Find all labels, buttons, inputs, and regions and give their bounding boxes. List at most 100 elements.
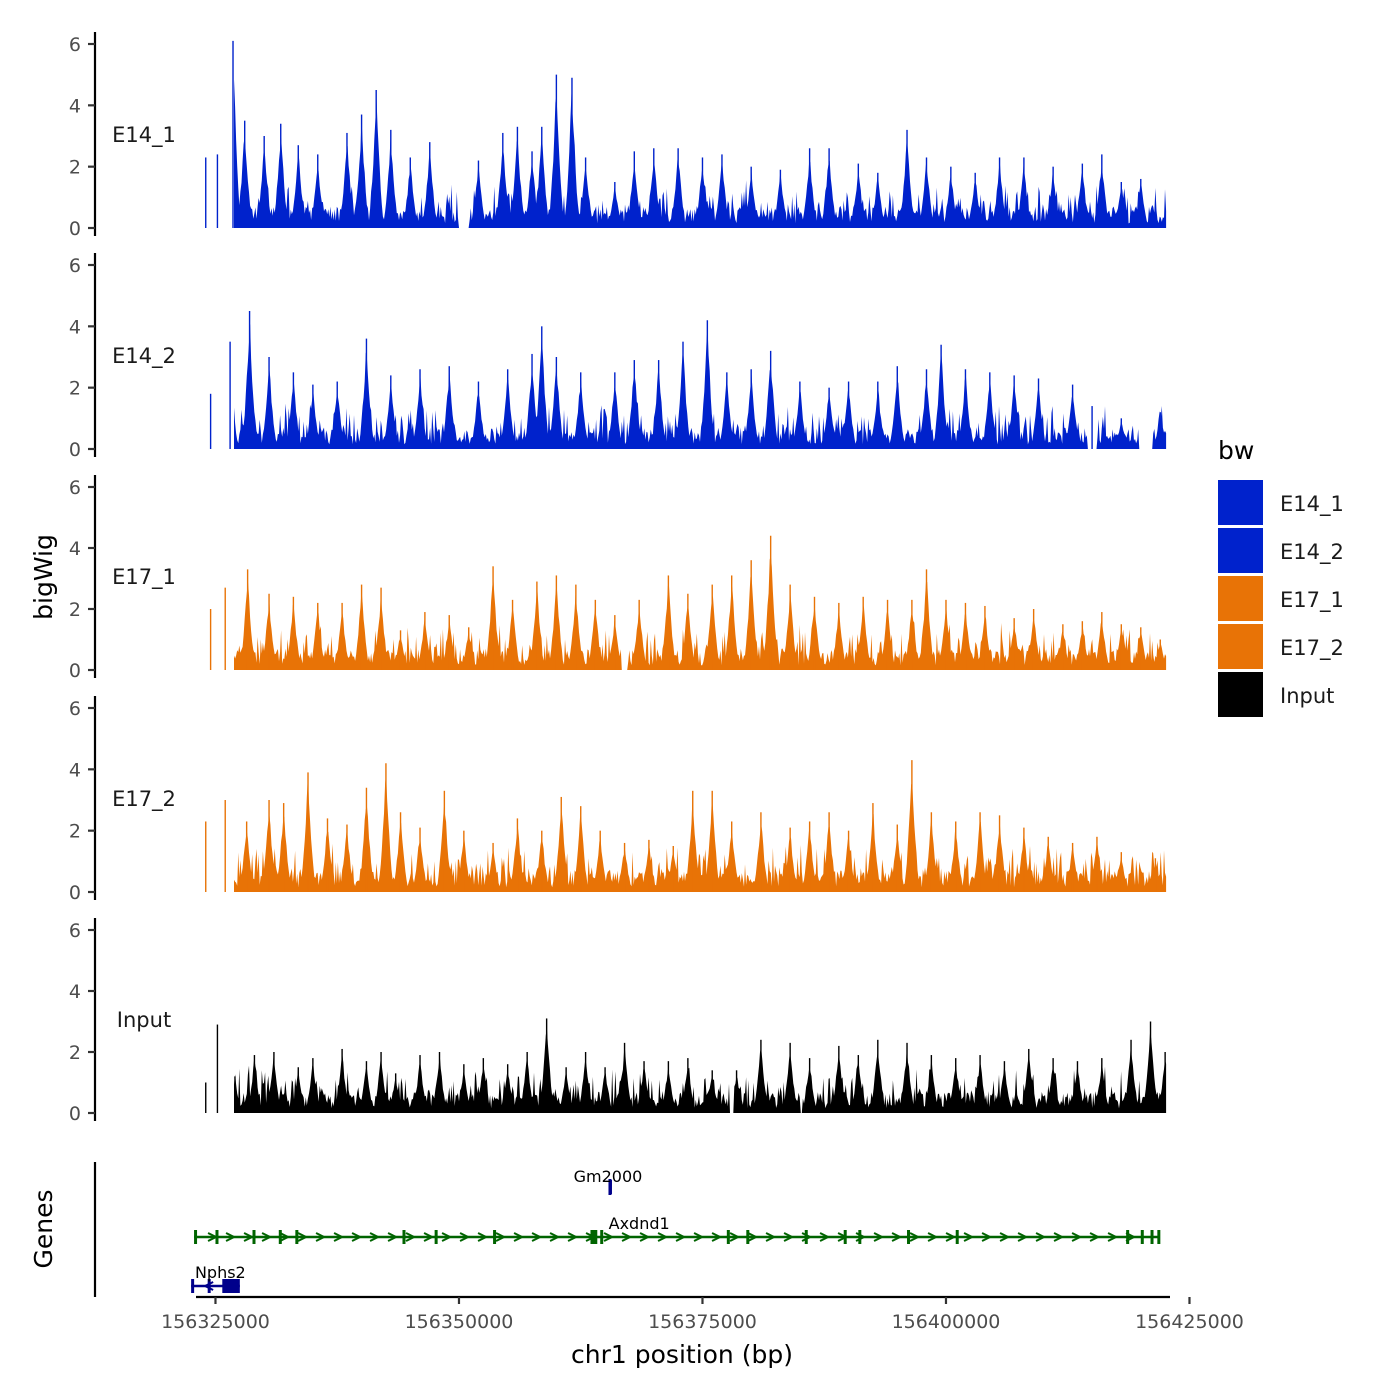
legend-item: E17_2 [1218, 624, 1344, 669]
legend-swatch [1218, 672, 1263, 717]
y-axis: 0 2 4 6 [69, 253, 97, 461]
strand-arrow [441, 1232, 453, 1242]
strand-arrow [1125, 1232, 1137, 1242]
gene-exon [804, 1230, 808, 1244]
strand-arrow [819, 1232, 831, 1242]
gene-exon [194, 1230, 198, 1244]
gene-exon [295, 1230, 299, 1244]
gene-label: Nphs2 [195, 1263, 246, 1282]
strand-arrow [603, 1232, 615, 1242]
gene-axdnd1: Axdnd1 [194, 1214, 1161, 1244]
legend-swatch [1218, 624, 1263, 669]
gene-exon [278, 1230, 282, 1244]
gene-exon [1126, 1230, 1130, 1244]
strand-arrow [351, 1232, 363, 1242]
gene-exon [1150, 1230, 1154, 1244]
strand-arrow [909, 1232, 921, 1242]
gene-gm2000: Gm2000 [574, 1167, 643, 1195]
strand-arrow [945, 1232, 957, 1242]
legend: bw E14_1 E14_2 E17_1 E17_2 Input [1218, 436, 1344, 717]
strand-arrow [711, 1232, 723, 1242]
strand-arrow [927, 1232, 939, 1242]
y-tick-label: 2 [69, 599, 81, 621]
strand-arrow [495, 1232, 507, 1242]
strand-arrow [261, 1232, 273, 1242]
strand-arrow [1035, 1232, 1047, 1242]
y-axis: 0 2 4 6 [69, 32, 97, 240]
strand-arrow [999, 1232, 1011, 1242]
strand-arrow [369, 1232, 381, 1242]
genes-axis-title: Genes [29, 1189, 58, 1268]
track-e17-1: 0 2 4 6 E17_1 [69, 475, 1167, 682]
x-tick-label: 156400000 [892, 1311, 1001, 1333]
legend-swatch [1218, 480, 1263, 525]
strand-arrow [765, 1232, 777, 1242]
y-tick-label: 2 [69, 1042, 81, 1064]
gene-exon [434, 1230, 438, 1244]
strand-arrow [405, 1232, 417, 1242]
y-tick-label: 4 [69, 759, 81, 781]
strand-arrow [1089, 1232, 1101, 1242]
y-axis-title: bigWig [29, 534, 58, 620]
track-e14-1: 0 2 4 6 E14_1 [69, 32, 1167, 240]
coverage-area [234, 79, 1167, 228]
y-tick-label: 0 [69, 1103, 81, 1125]
gene-exon [600, 1230, 604, 1244]
x-axis: 156325000 156350000 156375000 156400000 1564… [161, 1295, 1244, 1333]
legend-item: E14_2 [1218, 528, 1344, 573]
strand-arrow [621, 1232, 633, 1242]
x-axis-title: chr1 position (bp) [571, 1340, 793, 1369]
legend-label: E14_1 [1280, 492, 1344, 517]
y-tick-label: 4 [69, 538, 81, 560]
coverage-tracks: 0 2 4 6 E14_1 0 2 4 6 E14_2 0 2 4 6 E17_1 0 2 4 6 E17_2 0 2 4 6… [69, 32, 1167, 1125]
track-label: E17_2 [112, 787, 176, 812]
strand-arrow [297, 1232, 309, 1242]
strand-arrow [1107, 1232, 1119, 1242]
track-input: 0 2 4 6 Input [69, 918, 1167, 1125]
strand-arrow [387, 1232, 399, 1242]
track-e14-2: 0 2 4 6 E14_2 [69, 253, 1167, 461]
gene-label: Gm2000 [574, 1167, 643, 1186]
track-label: E17_1 [112, 565, 176, 590]
strand-arrow [981, 1232, 993, 1242]
strand-arrow [657, 1232, 669, 1242]
coverage-area [234, 323, 1167, 449]
gene-exon [955, 1230, 959, 1244]
strand-arrow [963, 1232, 975, 1242]
strand-arrow [1053, 1232, 1065, 1242]
strand-arrow [801, 1232, 813, 1242]
track-label: Input [117, 1008, 171, 1032]
strand-arrow [873, 1232, 885, 1242]
coverage-area [234, 1026, 1167, 1113]
strand-arrow [207, 1232, 219, 1242]
strand-arrow [837, 1232, 849, 1242]
strand-arrow [855, 1232, 867, 1242]
strand-arrow [675, 1232, 687, 1242]
strand-arrow [225, 1232, 237, 1242]
legend-label: Input [1280, 684, 1334, 708]
track-e17-2: 0 2 4 6 E17_2 [69, 696, 1167, 904]
legend-swatch [1218, 576, 1263, 621]
y-tick-label: 2 [69, 378, 81, 400]
y-tick-label: 0 [69, 660, 81, 682]
y-axis: 0 2 4 6 [69, 696, 97, 904]
y-tick-label: 6 [69, 698, 81, 720]
legend-title: bw [1218, 436, 1254, 465]
coverage-area [234, 773, 1167, 892]
x-tick-label: 156350000 [405, 1311, 514, 1333]
y-tick-label: 6 [69, 255, 81, 277]
strand-arrow [729, 1232, 741, 1242]
gene-exon [493, 1230, 497, 1244]
strand-arrow [279, 1232, 291, 1242]
strand-arrow [477, 1232, 489, 1242]
y-axis: 0 2 4 6 [69, 918, 97, 1125]
gene-exon [858, 1230, 862, 1244]
legend-label: E14_2 [1280, 540, 1344, 565]
strand-arrow [423, 1232, 435, 1242]
y-tick-label: 6 [69, 477, 81, 499]
y-tick-label: 2 [69, 821, 81, 843]
legend-item: E14_1 [1218, 480, 1344, 525]
strand-arrow [459, 1232, 471, 1242]
legend-label: E17_1 [1280, 588, 1344, 613]
strand-arrow [513, 1232, 525, 1242]
